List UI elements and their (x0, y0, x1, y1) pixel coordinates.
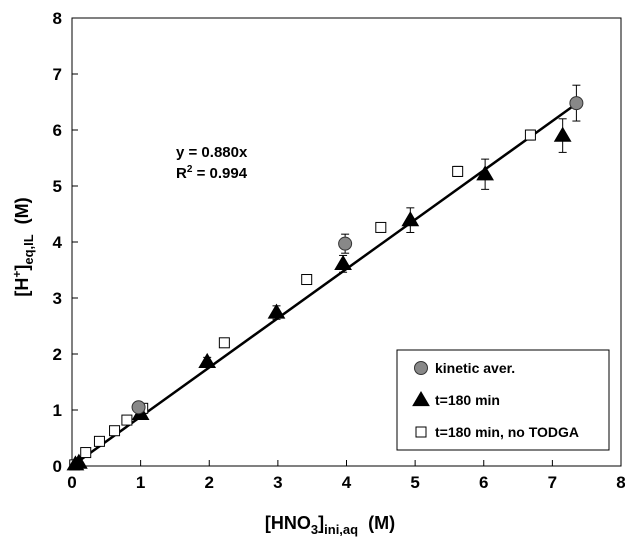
data-point-triangle (69, 453, 88, 469)
y-axis-ticks: 0 1 2 3 4 5 6 7 8 (53, 9, 78, 476)
x-axis-label: [HNO3]ini,aq (M) (265, 513, 395, 537)
y-tick-label: 2 (53, 345, 62, 364)
data-point-triangle (401, 211, 420, 227)
x-tick-label: 1 (136, 473, 145, 492)
x-tick-label: 8 (616, 473, 625, 492)
legend-marker-circle (414, 361, 428, 375)
x-tick-label: 4 (342, 473, 352, 492)
y-tick-label: 0 (53, 457, 62, 476)
legend-label: t=180 min (435, 392, 500, 408)
y-tick-label: 5 (53, 177, 62, 196)
data-point-square (452, 165, 464, 177)
x-tick-label: 6 (479, 473, 488, 492)
data-point-circle (569, 96, 584, 111)
data-point-square (218, 337, 230, 349)
x-tick-label: 0 (67, 473, 76, 492)
fit-r2: R2 = 0.994 (176, 164, 248, 182)
y-tick-label: 6 (53, 121, 62, 140)
data-point-circle (338, 236, 353, 251)
data-point-square (524, 129, 536, 141)
y-tick-label: 4 (53, 233, 63, 252)
data-point-square (80, 447, 92, 459)
data-point-square (93, 435, 105, 447)
data-point-triangle (476, 165, 494, 181)
legend-label: t=180 min, no TODGA (435, 424, 579, 440)
legend-marker-square (415, 426, 427, 438)
x-tick-label: 3 (273, 473, 282, 492)
data-point-square (375, 221, 387, 233)
y-tick-label: 8 (53, 9, 62, 28)
y-tick-label: 3 (53, 289, 62, 308)
fit-equation: y = 0.880x (176, 144, 248, 161)
x-tick-label: 5 (410, 473, 419, 492)
data-point-circle (131, 400, 146, 415)
data-point-triangle (267, 303, 286, 319)
data-point-square (301, 274, 313, 286)
data-point-square (109, 425, 121, 437)
fit-line (71, 102, 578, 468)
legend: kinetic aver. t=180 min t=180 min, no TODG… (396, 349, 610, 451)
y-axis-label: [H+]eq,IL(M) (10, 197, 36, 296)
legend-marker-triangle (412, 391, 430, 407)
data-point-triangle (334, 254, 352, 270)
x-tick-label: 7 (548, 473, 557, 492)
data-point-triangle (198, 352, 217, 368)
x-axis-ticks: 0 1 2 3 4 5 6 7 8 (67, 460, 625, 492)
legend-label: kinetic aver. (435, 360, 515, 376)
legend-box (396, 349, 610, 451)
y-tick-label: 1 (53, 401, 62, 420)
data-point-triangle (553, 126, 572, 142)
x-tick-label: 2 (205, 473, 214, 492)
data-marks (66, 84, 584, 471)
y-tick-label: 7 (53, 65, 62, 84)
data-point-square (121, 414, 133, 426)
